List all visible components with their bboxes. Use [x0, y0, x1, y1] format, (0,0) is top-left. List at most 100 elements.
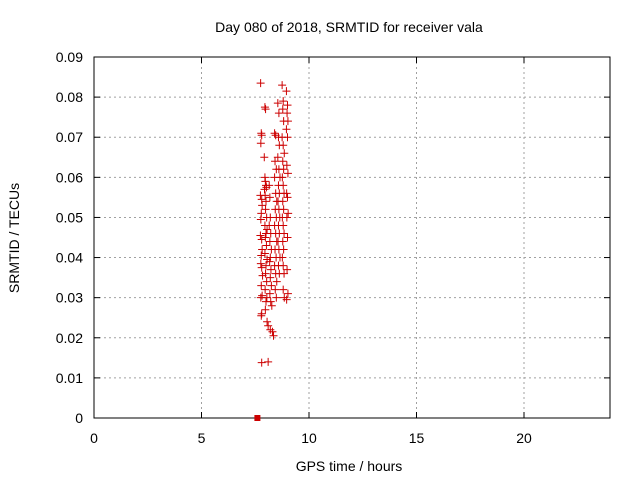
data-point [266, 273, 275, 282]
x-axis-label: GPS time / hours [296, 458, 403, 474]
data-point [256, 231, 265, 240]
y-tick-label: 0.07 [56, 129, 83, 145]
data-point [265, 257, 274, 266]
data-point [266, 265, 275, 274]
data-point [282, 213, 291, 222]
data-point [271, 285, 280, 294]
data-point [265, 181, 274, 190]
x-tick-label: 15 [409, 430, 425, 446]
data-point [261, 305, 270, 314]
data-point [270, 129, 279, 138]
data-point [283, 101, 292, 110]
data-point [256, 215, 265, 224]
data-point [258, 201, 267, 210]
data-point [257, 311, 266, 320]
data-point [283, 193, 292, 202]
data-point [282, 161, 291, 170]
data-point [283, 265, 292, 274]
data-point [257, 131, 266, 140]
data-point [283, 289, 292, 298]
data-point [262, 197, 270, 206]
y-tick-label: 0.02 [56, 330, 83, 346]
data-point [266, 297, 275, 306]
data-point [260, 103, 269, 112]
data-point [279, 261, 288, 270]
data-point [261, 205, 270, 214]
data-point [278, 81, 287, 90]
data-point [279, 245, 288, 254]
data-point [278, 237, 287, 246]
data-point [269, 331, 278, 340]
data-point [272, 293, 281, 302]
data-point [258, 245, 267, 254]
y-tick-labels: 0 0.01 0.02 0.03 0.04 0.05 0.06 0.07 0.08 0.09 [56, 49, 83, 426]
y-tick-label: 0.01 [56, 370, 83, 386]
data-point [282, 295, 291, 304]
data-point [283, 109, 292, 118]
data-point [279, 165, 288, 174]
data-point [274, 109, 283, 118]
data-point [257, 281, 266, 290]
x-tick-label: 10 [301, 430, 317, 446]
data-point [273, 99, 282, 108]
data-point [260, 249, 269, 258]
y-tick-label: 0.03 [56, 290, 83, 306]
x-tick-labels: 0 5 10 15 20 [90, 430, 532, 446]
data-point [279, 97, 288, 106]
data-point [282, 125, 291, 134]
zero-data-point [254, 415, 261, 421]
data-point [272, 277, 281, 286]
data-point [283, 117, 292, 126]
data-point [261, 177, 270, 186]
data-point [261, 105, 270, 114]
y-tick-label: 0.08 [56, 89, 83, 105]
data-point [263, 225, 272, 234]
data-point [264, 357, 273, 366]
data-point [257, 263, 266, 272]
data-point [279, 285, 288, 294]
data-point [256, 139, 265, 148]
data-point [261, 285, 270, 294]
data-point [257, 251, 266, 260]
data-point [263, 317, 272, 326]
data-point [257, 358, 266, 367]
data-point [284, 209, 293, 218]
data-point [261, 191, 270, 200]
data-point [268, 327, 277, 336]
data-point [279, 141, 288, 150]
data-point [282, 189, 291, 198]
data-point [267, 281, 276, 290]
data-point [267, 301, 276, 310]
data-points [254, 79, 293, 421]
y-tick-label: 0.06 [56, 169, 83, 185]
data-point [278, 173, 287, 182]
y-tick-label: 0.09 [56, 49, 83, 65]
data-point [283, 133, 292, 142]
data-point [279, 205, 288, 214]
data-point [261, 233, 270, 242]
data-point [261, 269, 270, 278]
data-point [265, 237, 274, 246]
y-tick-label: 0 [75, 410, 83, 426]
x-tick-label: 5 [198, 430, 206, 446]
data-point [264, 321, 273, 330]
data-point [278, 253, 287, 262]
data-point [256, 259, 265, 268]
grid-lines [94, 57, 610, 418]
data-point [283, 233, 292, 242]
data-point [283, 169, 292, 178]
data-point [278, 197, 287, 206]
y-tick-label: 0.04 [56, 250, 83, 266]
data-point [280, 149, 289, 158]
x-tick-label: 20 [516, 430, 532, 446]
data-point [282, 87, 291, 96]
data-point [262, 293, 271, 302]
data-point [262, 261, 270, 270]
data-point [256, 79, 265, 88]
data-point [278, 105, 287, 114]
data-point [278, 157, 287, 166]
data-point [279, 221, 288, 230]
x-tick-label: 0 [90, 430, 98, 446]
data-point [266, 325, 275, 334]
